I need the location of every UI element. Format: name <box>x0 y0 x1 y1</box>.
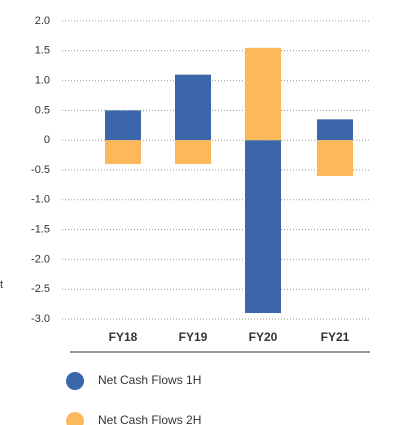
y-tick-label: -2.0 <box>31 253 50 265</box>
y-tick-label: -1.0 <box>31 194 50 206</box>
y-tick-label: 2.0 <box>35 15 50 27</box>
y-tick-label: -1.5 <box>31 224 50 236</box>
y-tick-label: 0 <box>44 134 50 146</box>
bar <box>245 140 281 314</box>
x-tick-label: FY21 <box>321 330 350 344</box>
bar <box>175 74 211 141</box>
bar <box>317 119 353 141</box>
legend-swatch <box>66 412 84 425</box>
bar <box>105 110 141 141</box>
y-axis-label: t <box>0 279 3 291</box>
y-tick-label: 0.5 <box>35 104 50 116</box>
bar <box>317 140 353 176</box>
x-tick-label: FY18 <box>109 330 138 344</box>
legend-label: Net Cash Flows 1H <box>98 373 201 387</box>
y-tick-label: -0.5 <box>31 164 50 176</box>
y-tick-label: -2.5 <box>31 283 50 295</box>
y-tick-label: 1.0 <box>35 75 50 87</box>
x-tick-label: FY19 <box>179 330 208 344</box>
bar <box>245 47 281 141</box>
x-tick-label: FY20 <box>249 330 278 344</box>
bar <box>175 140 211 165</box>
legend-swatch <box>66 372 84 390</box>
legend-label: Net Cash Flows 2H <box>98 413 201 425</box>
bar <box>105 140 141 165</box>
y-tick-label: 1.5 <box>35 45 50 57</box>
y-tick-label: -3.0 <box>31 313 50 325</box>
